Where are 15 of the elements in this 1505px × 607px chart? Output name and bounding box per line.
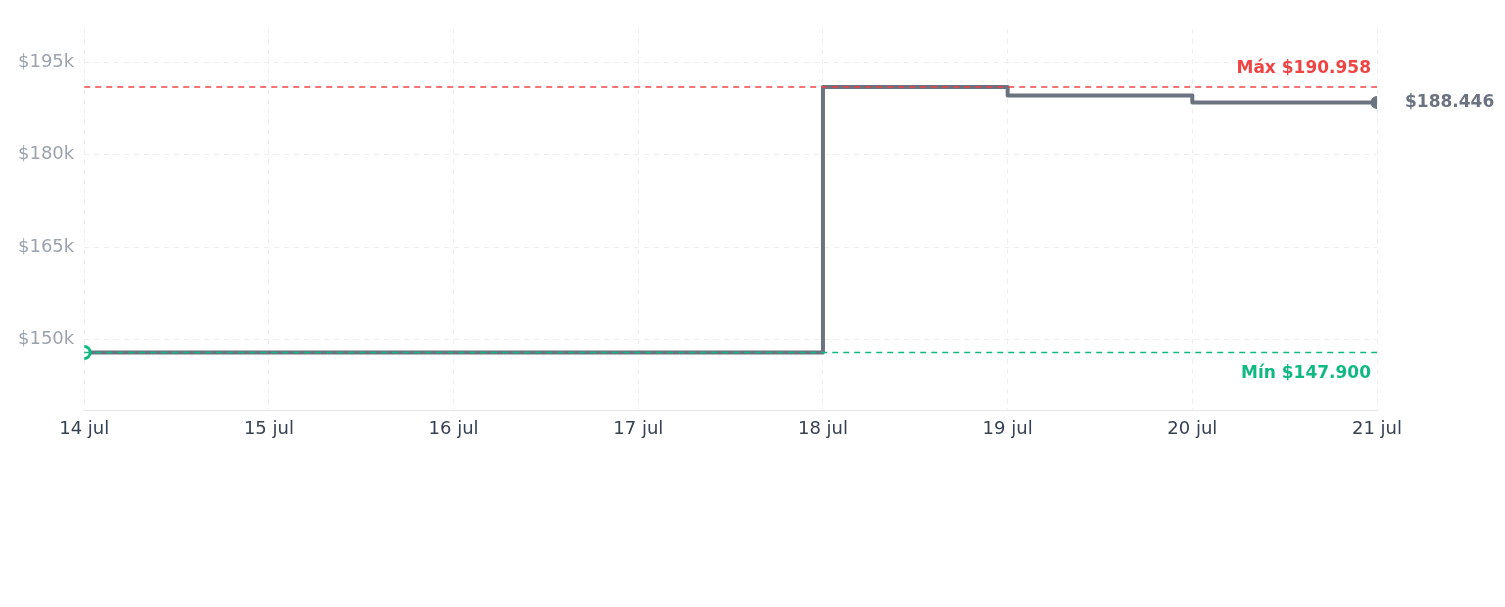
y-tick-label: $180k xyxy=(18,142,75,164)
x-tick-label: 21 jul xyxy=(1351,416,1403,438)
x-tick-label: 16 jul xyxy=(428,416,479,438)
x-tick-label: 17 jul xyxy=(613,416,664,438)
y-tick-label: $165k xyxy=(18,234,75,256)
x-tick-label: 18 jul xyxy=(797,416,848,438)
annotation: $188.446 xyxy=(1405,90,1495,111)
ref-line-label: Máx $190.958 xyxy=(1236,56,1371,77)
x-tick-label: 20 jul xyxy=(1167,416,1218,438)
ref-line-label: Mín $147.900 xyxy=(1240,362,1372,383)
y-tick-label: $195k xyxy=(18,49,75,71)
x-tick-label: 19 jul xyxy=(982,416,1033,438)
x-tick-label: 14 jul xyxy=(59,416,110,438)
y-tick-label: $150k xyxy=(18,327,75,349)
x-tick-label: 15 jul xyxy=(243,416,294,438)
